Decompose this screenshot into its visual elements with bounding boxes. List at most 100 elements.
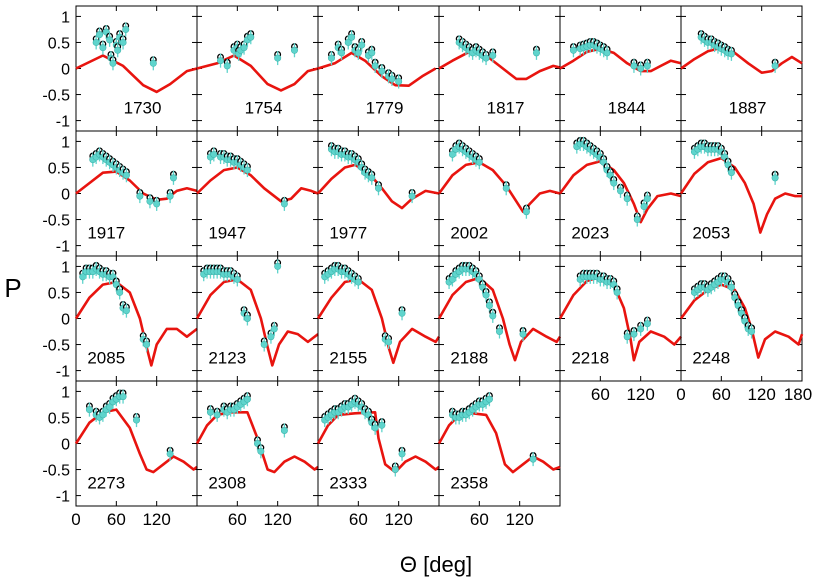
data-point xyxy=(640,203,648,211)
panel-energy-label: 1730 xyxy=(124,99,162,118)
data-point xyxy=(482,54,490,62)
panel-energy-label: 2123 xyxy=(208,349,246,368)
data-point xyxy=(489,51,497,59)
theory-curve xyxy=(437,161,561,213)
data-point xyxy=(206,408,214,416)
data-point xyxy=(240,44,248,52)
data-point xyxy=(371,62,379,70)
data-point xyxy=(327,54,335,62)
y-tick-label: -1 xyxy=(56,114,70,131)
panel-energy-label: 2023 xyxy=(571,224,609,243)
y-tick-label: 1 xyxy=(61,9,70,26)
data-point xyxy=(727,283,735,291)
x-tick-label: 60 xyxy=(107,510,126,529)
data-point xyxy=(643,195,651,203)
y-tick-label: 0 xyxy=(61,312,70,329)
data-point xyxy=(395,78,403,86)
data-point xyxy=(371,424,379,432)
data-point xyxy=(169,174,177,182)
data-point xyxy=(623,195,631,203)
data-point xyxy=(166,450,174,458)
data-point xyxy=(274,262,282,270)
data-point xyxy=(633,216,641,224)
data-point xyxy=(122,307,130,315)
data-point xyxy=(643,62,651,70)
y-tick-label: 1 xyxy=(61,259,70,276)
data-point xyxy=(96,31,104,39)
panel-energy-label: 2218 xyxy=(571,349,609,368)
x-tick-label: 0 xyxy=(71,510,80,529)
x-tick-label: 60 xyxy=(470,510,489,529)
x-tick-label: 0 xyxy=(676,385,685,404)
panel-energy-label: 1844 xyxy=(608,99,646,118)
x-tick-label: 120 xyxy=(384,510,412,529)
data-point xyxy=(114,46,122,54)
data-point xyxy=(243,395,251,403)
data-point xyxy=(475,158,483,166)
data-point xyxy=(630,62,638,70)
x-axis-title: Θ [deg] xyxy=(400,552,472,577)
data-point xyxy=(354,278,362,286)
panel-energy-label: 2053 xyxy=(692,224,730,243)
data-point xyxy=(153,200,161,208)
data-point xyxy=(243,314,251,322)
data-point xyxy=(143,341,151,349)
theory-curve xyxy=(438,50,561,81)
y-tick-label: 0 xyxy=(61,187,70,204)
data-point xyxy=(136,192,144,200)
data-point xyxy=(398,309,406,317)
panel-energy-label: 2308 xyxy=(208,474,246,493)
panel-energy-label: 2085 xyxy=(87,349,125,368)
panel-energy-label: 2358 xyxy=(450,474,488,493)
data-point xyxy=(485,301,493,309)
data-point xyxy=(358,41,366,49)
y-tick-label: -1 xyxy=(56,489,70,506)
data-point xyxy=(391,466,399,474)
y-tick-label: -1 xyxy=(56,239,70,256)
data-point xyxy=(122,171,130,179)
data-point xyxy=(643,320,651,328)
data-point xyxy=(495,328,503,336)
data-point xyxy=(522,208,530,216)
y-tick-label: 1 xyxy=(61,134,70,151)
y-axis-title: P xyxy=(4,273,21,303)
data-point xyxy=(354,49,362,57)
x-tick-label: 120 xyxy=(263,510,291,529)
y-tick-label: 0.5 xyxy=(48,160,70,177)
data-point xyxy=(610,179,618,187)
data-point xyxy=(133,416,141,424)
data-point xyxy=(233,275,241,283)
x-tick-label: 60 xyxy=(591,385,610,404)
data-point xyxy=(116,288,124,296)
data-point xyxy=(119,38,127,46)
data-point xyxy=(485,395,493,403)
data-point xyxy=(630,330,638,338)
data-point xyxy=(166,192,174,200)
y-tick-label: -0.5 xyxy=(42,463,70,480)
y-tick-label: 0.5 xyxy=(48,35,70,52)
data-point xyxy=(217,57,225,65)
data-point xyxy=(247,33,255,41)
data-point xyxy=(260,341,268,349)
theory-curve xyxy=(317,51,437,87)
data-point xyxy=(223,62,231,70)
theory-curve xyxy=(196,166,319,203)
data-point xyxy=(378,67,386,75)
x-tick-label: 180 xyxy=(784,385,812,404)
panel-energy-label: 2002 xyxy=(450,224,488,243)
data-point xyxy=(368,49,376,57)
panel-energy-label: 1917 xyxy=(87,224,125,243)
panel-energy-label: 1947 xyxy=(208,224,246,243)
data-point xyxy=(482,291,490,299)
theory-curve xyxy=(75,170,198,202)
y-tick-label: -1 xyxy=(56,364,70,381)
panel-energy-label: 1817 xyxy=(487,99,525,118)
data-point xyxy=(727,169,735,177)
panel-energy-label: 2333 xyxy=(329,474,367,493)
panel-energy-label: 1779 xyxy=(366,99,404,118)
x-tick-label: 60 xyxy=(349,510,368,529)
theory-curve xyxy=(196,54,319,92)
data-point xyxy=(398,450,406,458)
x-tick-label: 120 xyxy=(626,385,654,404)
